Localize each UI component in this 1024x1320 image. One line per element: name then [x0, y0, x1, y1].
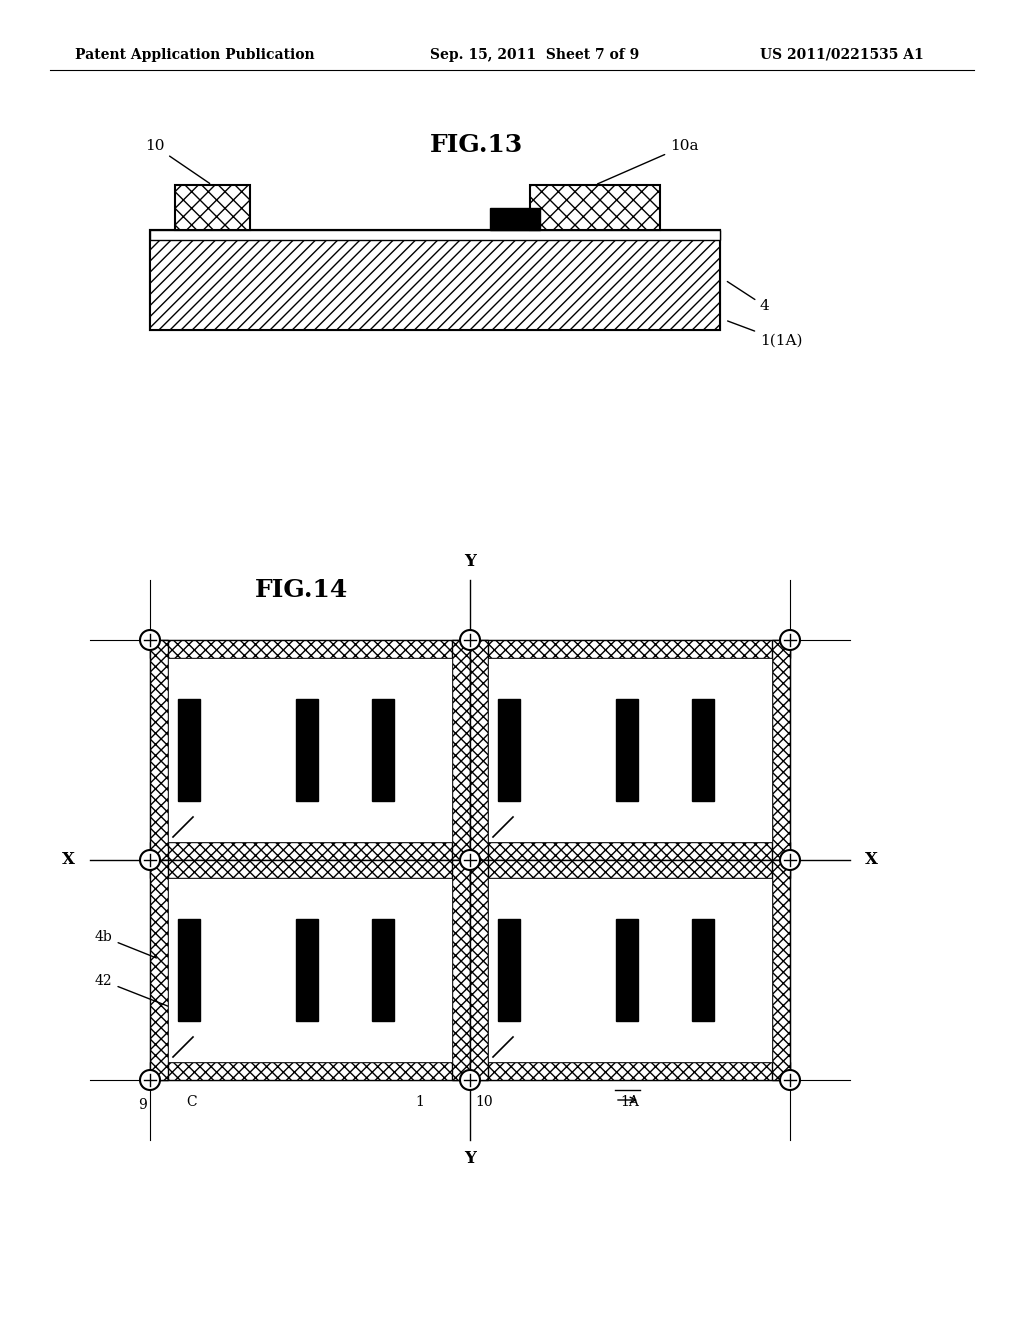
Circle shape [460, 1071, 480, 1090]
Bar [470, 640, 790, 657]
Circle shape [140, 1071, 160, 1090]
Bar [168, 878, 452, 1063]
Text: 1: 1 [415, 1096, 424, 1109]
Bar [373, 920, 394, 1020]
Bar [615, 700, 638, 801]
Bar [470, 1063, 790, 1080]
Text: FIG.14: FIG.14 [255, 578, 348, 602]
Bar [150, 861, 168, 1080]
Circle shape [140, 630, 160, 649]
Polygon shape [150, 230, 720, 330]
Text: 10: 10 [145, 139, 210, 183]
Text: 9: 9 [138, 1098, 146, 1111]
Text: 42: 42 [95, 974, 185, 1012]
Bar [498, 920, 520, 1020]
Text: 4: 4 [727, 281, 770, 313]
Bar [178, 700, 200, 801]
Bar [772, 640, 790, 861]
Text: Patent Application Publication: Patent Application Publication [75, 48, 314, 62]
Bar [178, 920, 200, 1020]
Bar [470, 842, 790, 861]
Text: C: C [206, 952, 217, 966]
Text: 1(1A): 1(1A) [728, 321, 803, 348]
Circle shape [460, 630, 480, 649]
Bar [150, 861, 470, 878]
Bar [692, 700, 715, 801]
Bar [615, 920, 638, 1020]
Text: 4b: 4b [95, 931, 157, 958]
Text: Y: Y [464, 553, 476, 570]
Circle shape [780, 1071, 800, 1090]
Text: Y: Y [464, 1150, 476, 1167]
Bar [150, 230, 720, 330]
Bar [150, 230, 720, 240]
Bar [150, 640, 470, 657]
Bar [488, 657, 772, 842]
Bar [692, 920, 715, 1020]
Bar [470, 861, 488, 1080]
Bar [175, 185, 250, 230]
Text: 10: 10 [475, 1096, 493, 1109]
Bar [150, 1063, 470, 1080]
Bar [150, 640, 168, 861]
Circle shape [140, 850, 160, 870]
Bar [452, 861, 470, 1080]
Bar [296, 700, 317, 801]
Circle shape [780, 630, 800, 649]
Bar [530, 185, 660, 230]
Text: Sep. 15, 2011  Sheet 7 of 9: Sep. 15, 2011 Sheet 7 of 9 [430, 48, 639, 62]
Text: C: C [186, 1096, 197, 1109]
Bar [373, 700, 394, 801]
Text: 1A: 1A [620, 1096, 639, 1109]
Text: 10a: 10a [598, 139, 698, 183]
Bar [772, 861, 790, 1080]
Bar [490, 209, 540, 230]
Text: X: X [865, 851, 878, 869]
Text: US 2011/0221535 A1: US 2011/0221535 A1 [760, 48, 924, 62]
Bar [296, 920, 317, 1020]
Bar [488, 878, 772, 1063]
Bar [150, 842, 470, 861]
Circle shape [460, 850, 480, 870]
Text: FIG.13: FIG.13 [430, 133, 523, 157]
Bar [168, 657, 452, 842]
Bar [470, 861, 790, 878]
Bar [498, 700, 520, 801]
Bar [470, 640, 488, 861]
Text: X: X [62, 851, 75, 869]
Circle shape [780, 850, 800, 870]
Bar [452, 640, 470, 861]
